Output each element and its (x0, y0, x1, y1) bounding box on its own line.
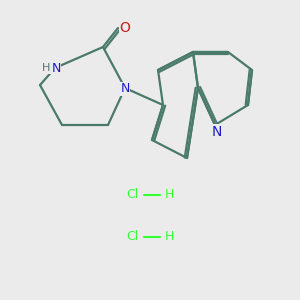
Text: N: N (212, 125, 222, 139)
Text: N: N (51, 61, 61, 74)
Text: Cl: Cl (126, 230, 138, 244)
Text: N: N (120, 82, 130, 95)
Text: H: H (164, 188, 174, 202)
Text: O: O (120, 21, 130, 35)
Text: H: H (42, 63, 50, 73)
Text: Cl: Cl (126, 188, 138, 202)
Text: H: H (164, 230, 174, 244)
